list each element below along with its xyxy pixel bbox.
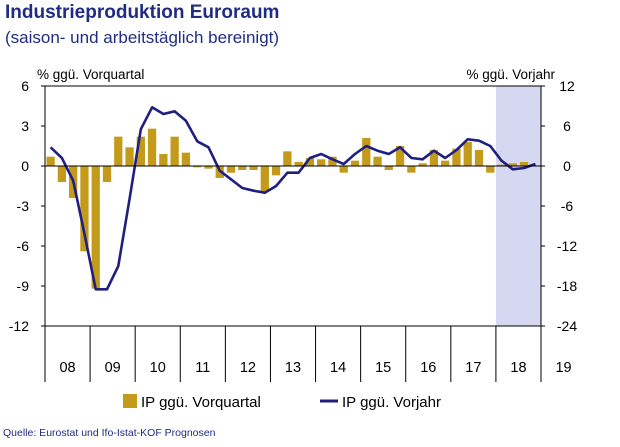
- year-label-08: 08: [59, 360, 75, 376]
- forecast-shading: [495, 86, 541, 326]
- left-axis-title: % ggü. Vorquartal: [37, 67, 144, 82]
- left-tick-label-1: 3: [21, 118, 29, 134]
- right-axis-title: % ggü. Vorjahr: [466, 67, 555, 82]
- right-tick-label-1: 6: [563, 118, 571, 134]
- year-label-09: 09: [105, 360, 121, 376]
- bar-17: [238, 166, 247, 170]
- left-tick-label-6: -12: [9, 318, 29, 334]
- source-note: Quelle: Eurostat und Ifo-Istat-KOF Progn…: [3, 427, 216, 439]
- bar-33: [418, 163, 427, 166]
- chart-subtitle: (saison- und arbeitstäglich bereinigt): [5, 28, 280, 47]
- bar-18: [249, 166, 258, 170]
- bar-28: [362, 138, 371, 166]
- bar-19: [260, 166, 269, 192]
- right-tick-label-5: -18: [557, 278, 577, 294]
- legend-label-bars: IP ggü. Vorquartal: [141, 394, 261, 411]
- right-tick-label-3: -6: [561, 198, 574, 214]
- legend-label-line: IP ggü. Vorjahr: [342, 394, 441, 411]
- left-tick-label-0: 6: [21, 78, 29, 94]
- year-label-11: 11: [195, 360, 210, 376]
- bar-32: [407, 166, 416, 173]
- bar-39: [486, 166, 495, 173]
- right-tick-label-0: 12: [559, 78, 575, 94]
- year-label-18: 18: [510, 360, 526, 376]
- left-tick-label-3: -3: [17, 198, 30, 214]
- bar-36: [452, 148, 461, 166]
- bar-21: [283, 151, 292, 166]
- year-label-15: 15: [375, 360, 391, 376]
- bar-38: [474, 150, 484, 166]
- bar-20: [271, 166, 281, 176]
- bar-29: [373, 156, 382, 166]
- bar-37: [463, 142, 472, 166]
- bar-14: [204, 166, 213, 169]
- right-tick-label-4: -12: [557, 238, 577, 254]
- year-label-10: 10: [150, 360, 166, 376]
- bar-6: [114, 136, 123, 166]
- plot-area: 6 3 0 -3 -6 -9 -12 12 6 0 -6 -12 -18 -24 08 09 10 11 12 13 1…: [9, 78, 578, 411]
- left-tick-label-5: -9: [17, 278, 30, 294]
- bar-12: [181, 152, 191, 166]
- year-label-19: 19: [555, 360, 571, 376]
- bar-5: [102, 166, 112, 182]
- bar-11: [170, 136, 179, 166]
- legend-swatch-bars: [123, 394, 137, 408]
- right-tick-label-6: -24: [557, 318, 577, 334]
- bar-8: [136, 136, 145, 166]
- bar-24: [317, 159, 326, 166]
- chart-title: Industrieproduktion Euroraum: [5, 2, 280, 23]
- bar-41: [508, 163, 517, 166]
- bar-1: [57, 166, 67, 182]
- year-label-17: 17: [465, 360, 481, 376]
- bar-26: [339, 166, 348, 173]
- bar-30: [384, 166, 393, 170]
- bar-7: [125, 147, 134, 166]
- left-tick-label-2: 0: [21, 158, 29, 174]
- bar-23: [305, 158, 315, 166]
- bar-13: [193, 166, 202, 168]
- bar-35: [441, 160, 450, 166]
- bar-16: [226, 166, 236, 173]
- bar-3: [80, 166, 89, 252]
- plot-frame: [44, 85, 542, 327]
- year-label-13: 13: [285, 360, 301, 376]
- bar-42: [519, 162, 529, 166]
- year-label-12: 12: [240, 360, 256, 376]
- bar-27: [350, 160, 360, 166]
- year-label-14: 14: [330, 360, 346, 376]
- bar-34: [429, 150, 439, 166]
- bar-0: [46, 156, 55, 166]
- bar-40: [497, 164, 506, 166]
- bar-25: [328, 156, 337, 166]
- bar-31: [395, 146, 405, 166]
- bar-9: [147, 128, 157, 166]
- series-line-vorjahr: [49, 106, 536, 291]
- bar-10: [159, 154, 168, 166]
- year-label-16: 16: [420, 360, 436, 376]
- right-tick-label-2: 0: [563, 158, 571, 174]
- bar-4: [91, 166, 100, 289]
- left-tick-label-4: -6: [17, 238, 30, 254]
- bar-22: [294, 162, 303, 166]
